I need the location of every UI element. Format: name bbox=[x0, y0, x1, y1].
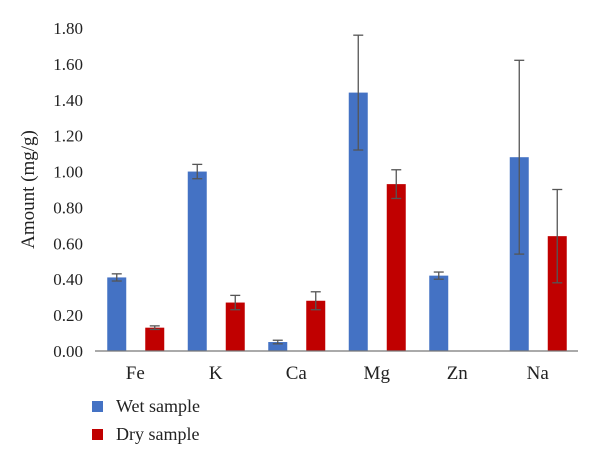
x-tick-label-na: Na bbox=[527, 363, 550, 384]
bar-dry-sample-fe bbox=[145, 327, 165, 351]
legend-item-wet-sample: Wet sample bbox=[92, 396, 200, 416]
error-bar-dry-sample-fe bbox=[149, 325, 160, 331]
y-tick-label: 0.00 bbox=[53, 342, 83, 361]
legend-item-dry-sample: Dry sample bbox=[92, 424, 199, 444]
y-tick-label: 1.20 bbox=[53, 127, 83, 146]
error-bar-wet-sample-na bbox=[514, 59, 525, 255]
error-bar-dry-sample-mg bbox=[391, 169, 402, 200]
y-tick-label: 0.60 bbox=[53, 234, 83, 253]
y-tick-label: 1.40 bbox=[53, 91, 83, 110]
error-bar-wet-sample-k bbox=[192, 163, 203, 180]
legend-label: Dry sample bbox=[116, 424, 199, 444]
legend: Wet sample Dry sample bbox=[92, 396, 200, 444]
bars bbox=[107, 92, 567, 351]
y-tick-label: 1.00 bbox=[53, 163, 83, 182]
error-bars bbox=[111, 34, 563, 345]
y-tick-label: 0.20 bbox=[53, 306, 83, 325]
bar-wet-sample-fe bbox=[107, 277, 127, 351]
bar-wet-sample-zn bbox=[429, 275, 449, 351]
legend-swatch bbox=[92, 401, 103, 412]
x-tick-labels: Fe K Ca Mg Zn Na bbox=[126, 363, 550, 384]
y-tick-label: 1.60 bbox=[53, 55, 83, 74]
y-axis-title: Amount (mg/g) bbox=[18, 130, 39, 249]
y-tick-label: 0.80 bbox=[53, 198, 83, 217]
error-bar-dry-sample-ca bbox=[310, 291, 321, 311]
bar-dry-sample-mg bbox=[386, 184, 406, 351]
error-bar-wet-sample-ca bbox=[272, 339, 283, 345]
bar-dry-sample-ca bbox=[306, 300, 326, 351]
y-axis-title-group: Amount (mg/g) bbox=[18, 130, 39, 249]
legend-label: Wet sample bbox=[116, 396, 200, 416]
error-bar-dry-sample-na bbox=[552, 188, 563, 284]
x-tick-label-zn: Zn bbox=[447, 363, 469, 384]
x-tick-label-k: K bbox=[209, 363, 223, 384]
x-tick-label-fe: Fe bbox=[126, 363, 145, 384]
error-bar-wet-sample-mg bbox=[353, 34, 364, 151]
x-tick-label-mg: Mg bbox=[364, 363, 391, 384]
bar-dry-sample-na bbox=[547, 236, 567, 351]
bar-dry-sample-k bbox=[225, 302, 245, 351]
y-tick-label: 0.40 bbox=[53, 270, 83, 289]
y-tick-label: 1.80 bbox=[53, 19, 83, 38]
error-bar-wet-sample-zn bbox=[433, 271, 444, 280]
error-bar-dry-sample-k bbox=[230, 294, 241, 311]
error-bar-wet-sample-fe bbox=[111, 273, 122, 282]
bar-wet-sample-ca bbox=[268, 342, 288, 351]
bar-wet-sample-mg bbox=[348, 92, 368, 351]
y-tick-labels: 0.00 0.20 0.40 0.60 0.80 1.00 1.20 1.40 1.60 1.80 bbox=[53, 19, 83, 361]
bar-wet-sample-k bbox=[187, 171, 207, 351]
legend-swatch bbox=[92, 429, 103, 440]
x-tick-label-ca: Ca bbox=[286, 363, 308, 384]
